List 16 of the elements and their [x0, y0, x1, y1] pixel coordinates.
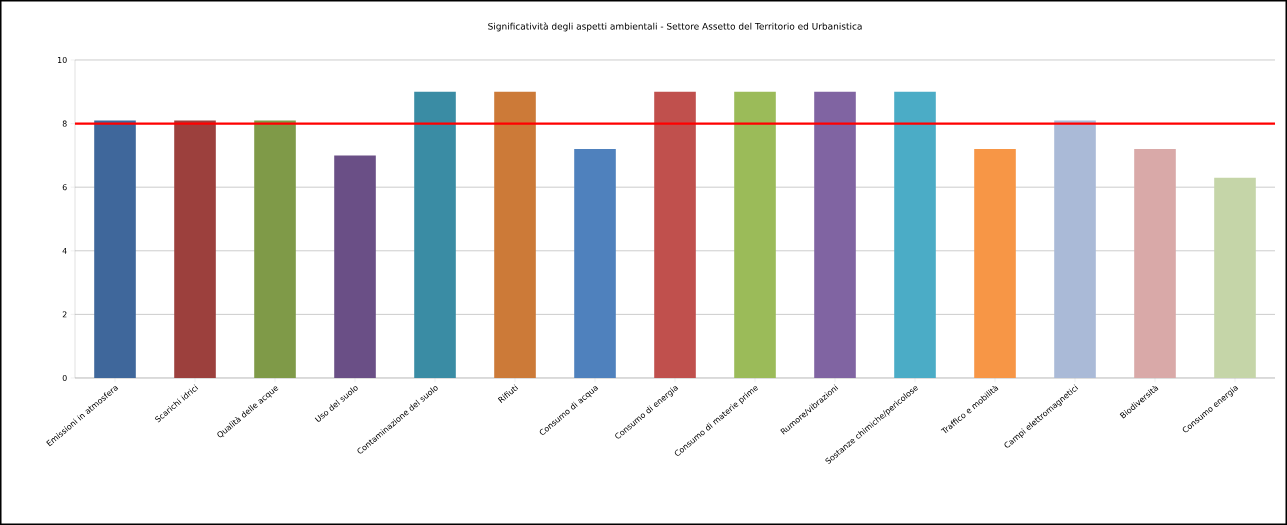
bar [94, 120, 136, 378]
bar [734, 91, 776, 378]
bar [494, 91, 536, 378]
bar [1214, 177, 1256, 378]
bar [1134, 149, 1176, 378]
bar [574, 149, 616, 378]
bar [1054, 120, 1096, 378]
bar [174, 120, 216, 378]
bar [894, 91, 936, 378]
bar [334, 155, 376, 378]
bar [254, 120, 296, 378]
bar [974, 149, 1016, 378]
bar [414, 91, 456, 378]
bar [814, 91, 856, 378]
chart-title: Significatività degli aspetti ambientali - Settore Assetto del Territorio ed Urbanistica [488, 22, 862, 32]
bar [654, 91, 696, 378]
